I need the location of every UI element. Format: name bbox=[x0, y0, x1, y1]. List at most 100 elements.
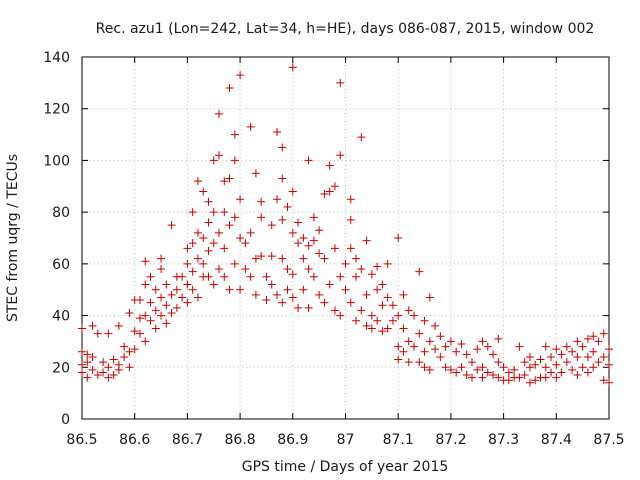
data-point bbox=[478, 337, 487, 346]
data-point bbox=[415, 358, 424, 367]
grid-lines bbox=[82, 57, 609, 419]
data-point bbox=[541, 342, 550, 351]
data-point bbox=[378, 280, 387, 289]
data-point bbox=[183, 259, 192, 268]
data-point bbox=[236, 234, 245, 242]
y-tick-label: 0 bbox=[61, 412, 70, 428]
data-point bbox=[420, 347, 429, 356]
data-point bbox=[167, 308, 176, 317]
data-point bbox=[88, 365, 97, 374]
data-point bbox=[146, 316, 155, 325]
data-point bbox=[541, 373, 550, 382]
data-point bbox=[204, 197, 213, 206]
data-point bbox=[504, 376, 513, 385]
data-point bbox=[568, 365, 577, 374]
y-tick-label: 80 bbox=[52, 205, 70, 221]
data-point bbox=[394, 355, 403, 364]
data-point bbox=[104, 329, 113, 338]
data-point bbox=[536, 355, 545, 364]
data-point bbox=[315, 249, 324, 258]
data-point bbox=[568, 347, 577, 356]
data-point bbox=[220, 177, 229, 186]
data-point bbox=[141, 337, 150, 346]
data-point bbox=[431, 321, 440, 330]
data-point bbox=[425, 337, 434, 346]
data-point bbox=[578, 363, 587, 372]
data-point bbox=[415, 267, 424, 276]
x-tick-label: 87.1 bbox=[383, 432, 414, 448]
data-point bbox=[452, 347, 461, 356]
data-point bbox=[605, 345, 613, 354]
data-point bbox=[114, 321, 123, 330]
data-point bbox=[251, 254, 260, 263]
data-point bbox=[88, 321, 97, 330]
data-point bbox=[315, 226, 324, 235]
data-point bbox=[399, 290, 408, 299]
data-point bbox=[520, 358, 529, 367]
data-point bbox=[278, 298, 287, 307]
data-point bbox=[352, 272, 361, 281]
data-point bbox=[436, 352, 445, 361]
data-point bbox=[225, 84, 234, 93]
data-point bbox=[583, 368, 592, 377]
data-point bbox=[78, 360, 86, 369]
data-point bbox=[199, 187, 208, 196]
data-point bbox=[388, 301, 397, 310]
data-point bbox=[473, 345, 482, 354]
x-tick-label: 87.4 bbox=[541, 432, 572, 448]
data-point bbox=[330, 182, 339, 191]
data-point bbox=[336, 151, 345, 160]
data-point bbox=[246, 228, 255, 237]
data-point bbox=[215, 265, 224, 274]
data-point bbox=[162, 280, 171, 289]
data-point bbox=[373, 262, 382, 271]
data-point bbox=[220, 244, 229, 253]
data-point bbox=[157, 265, 166, 274]
data-point bbox=[420, 363, 429, 372]
data-point bbox=[452, 368, 461, 377]
data-point bbox=[225, 285, 234, 294]
y-tick-labels: 0 20 40 60 80 100 120 140 bbox=[43, 50, 70, 428]
data-point bbox=[446, 337, 455, 346]
data-point bbox=[383, 259, 392, 268]
data-point bbox=[541, 363, 550, 372]
data-point bbox=[188, 285, 197, 294]
data-point bbox=[230, 130, 239, 139]
data-point bbox=[236, 71, 245, 80]
data-point bbox=[357, 265, 366, 274]
data-point bbox=[378, 301, 387, 310]
data-point bbox=[357, 306, 366, 315]
x-tick-label: 87.5 bbox=[593, 432, 624, 448]
data-point bbox=[278, 174, 287, 183]
y-tick-label: 140 bbox=[43, 50, 70, 66]
x-tick-labels: 86.5 86.6 86.7 86.8 86.9 87 87.1 87.2 87.3 87.4 87… bbox=[66, 432, 624, 448]
data-point bbox=[336, 272, 345, 281]
y-tick-label: 100 bbox=[43, 153, 70, 169]
data-point bbox=[88, 352, 97, 361]
data-point bbox=[215, 228, 224, 237]
data-point bbox=[199, 234, 208, 242]
data-point bbox=[230, 259, 239, 268]
data-point bbox=[146, 298, 155, 307]
data-point bbox=[404, 358, 413, 367]
data-point bbox=[257, 252, 266, 261]
data-point bbox=[225, 174, 234, 183]
data-point bbox=[230, 156, 239, 165]
data-point bbox=[573, 337, 582, 346]
data-point bbox=[315, 290, 324, 299]
data-point bbox=[367, 270, 376, 279]
data-point bbox=[83, 358, 92, 367]
data-point bbox=[552, 373, 561, 382]
data-point bbox=[162, 301, 171, 310]
data-point bbox=[278, 254, 287, 263]
data-point bbox=[557, 350, 566, 359]
data-point bbox=[515, 373, 524, 382]
data-point bbox=[399, 347, 408, 356]
data-point bbox=[204, 272, 213, 281]
data-point bbox=[594, 337, 603, 346]
data-point bbox=[183, 280, 192, 289]
data-point bbox=[251, 290, 260, 299]
data-point bbox=[288, 270, 297, 279]
data-point bbox=[141, 311, 150, 320]
data-point bbox=[483, 368, 492, 377]
